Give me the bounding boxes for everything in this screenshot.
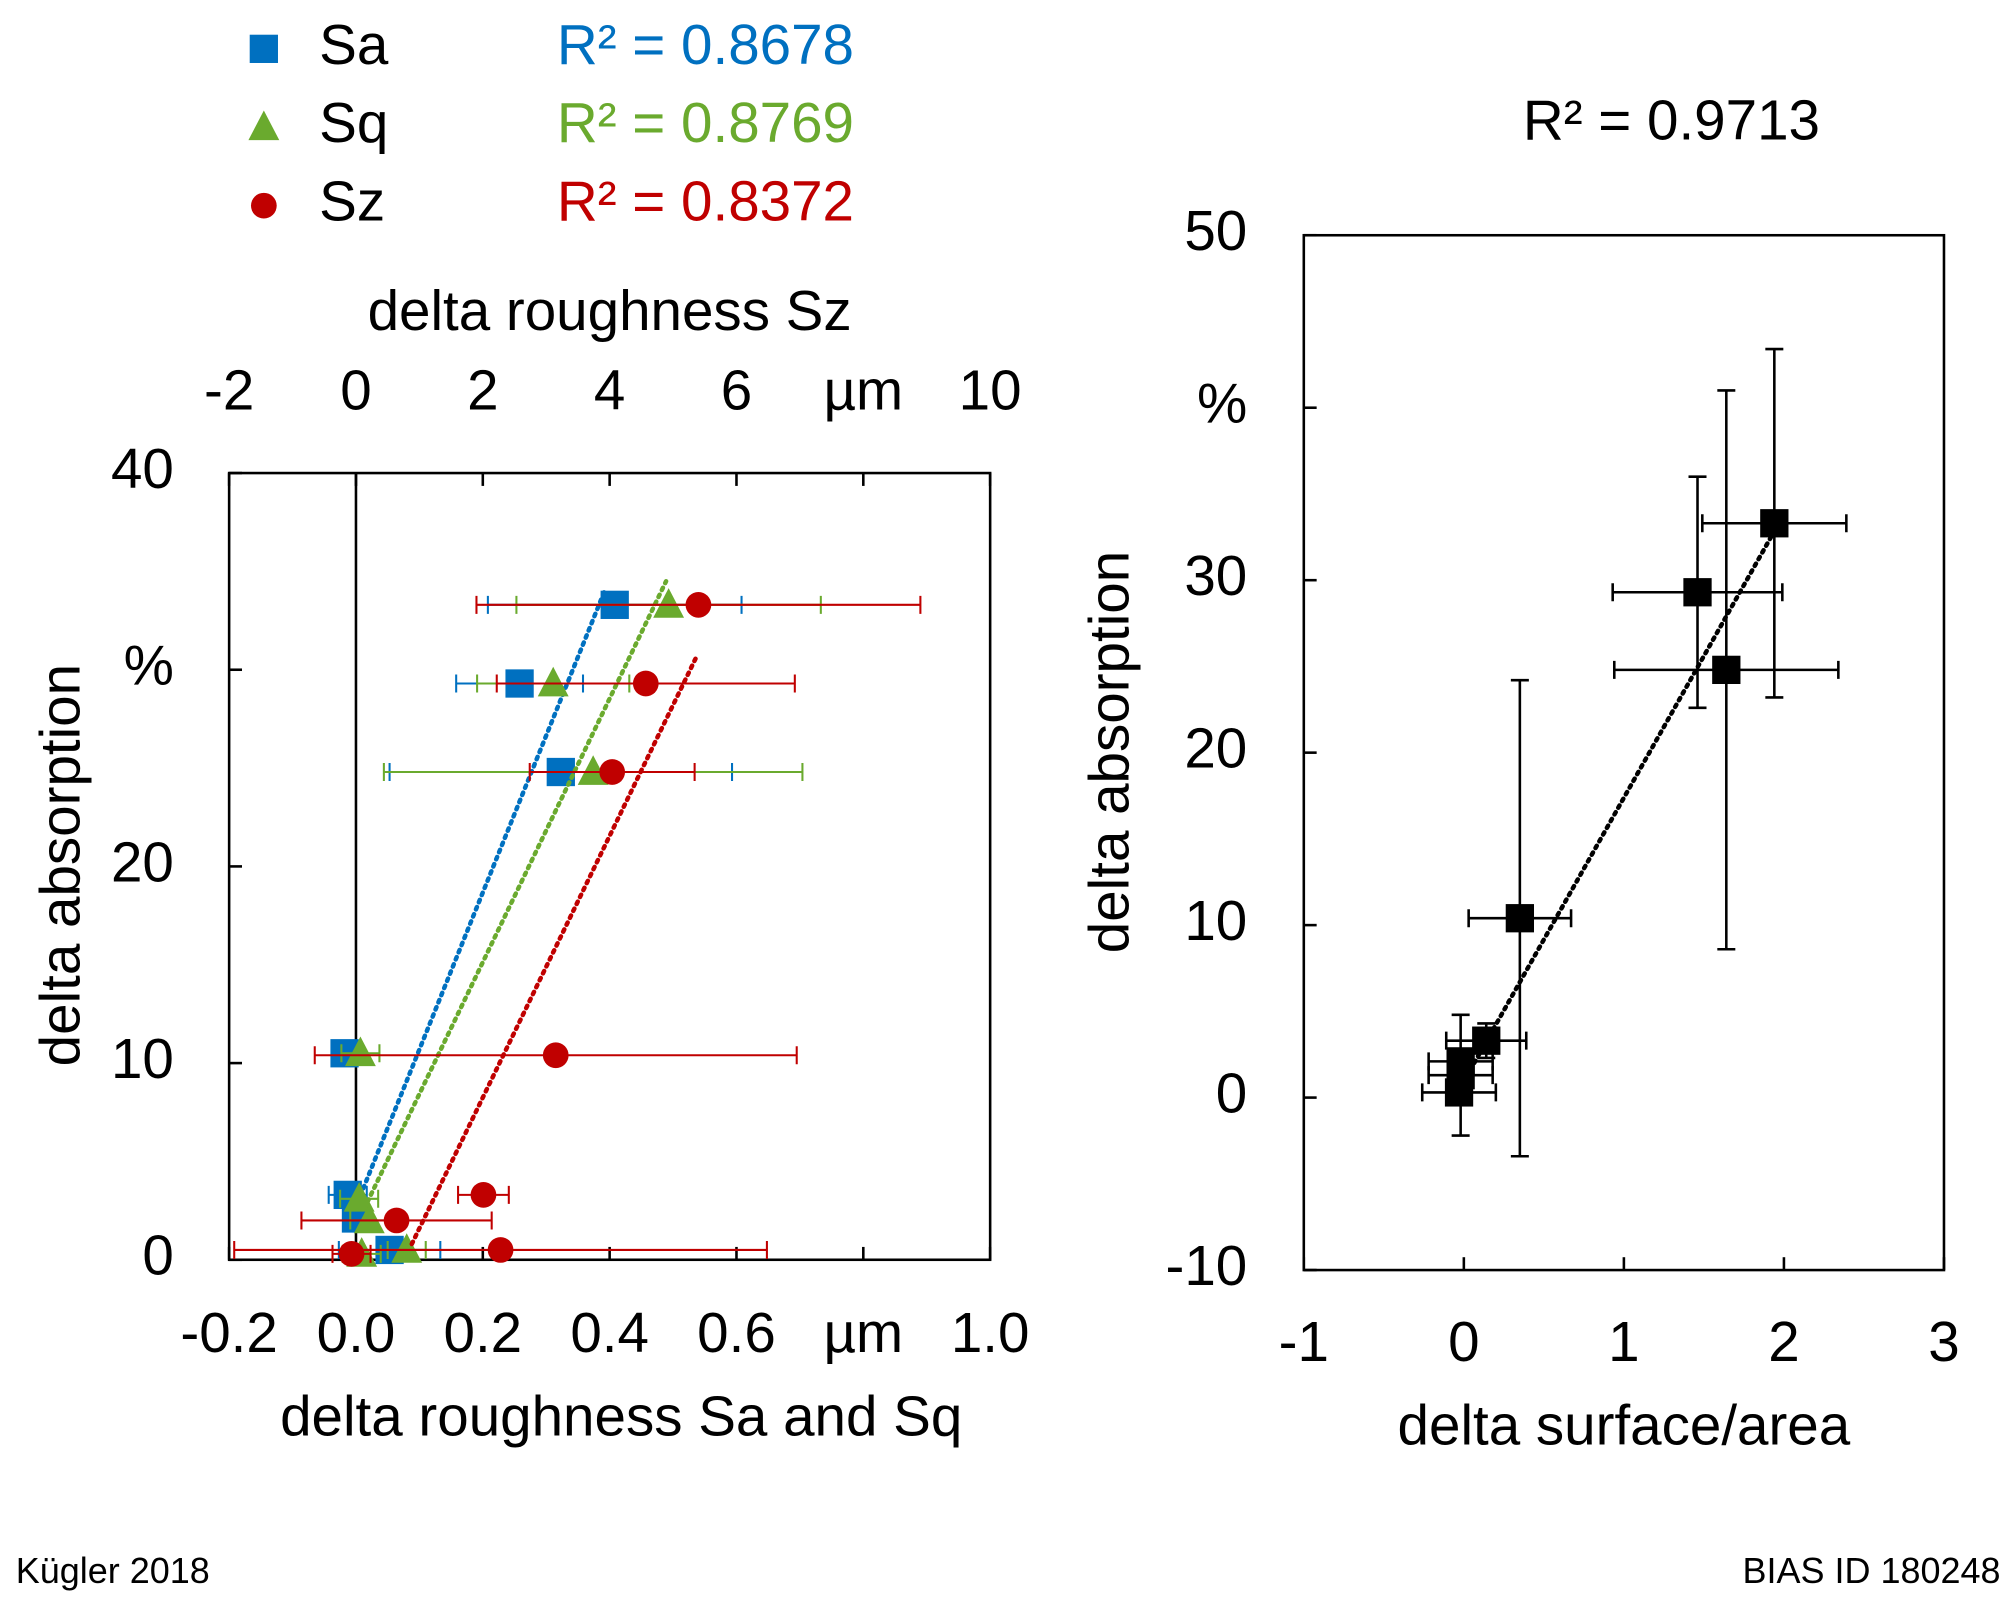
point [1444,1078,1474,1107]
legend-label: Sa [319,13,389,76]
x2-tick-label: 4 [594,359,625,422]
x2-tick-label: -2 [204,359,254,422]
footer-right: BIAS ID 180248 [1742,1550,2000,1591]
point [391,1233,423,1263]
x-tick-label: 0.4 [570,1301,649,1364]
y-tick-label: % [124,634,174,697]
point [353,1203,385,1234]
x-tick-label: 1.0 [951,1301,1030,1364]
x-axis-label: delta roughness Sa and Sq [280,1384,962,1447]
x-axis-label: delta surface/area [1398,1393,1851,1456]
trendline [409,655,699,1247]
x-tick-label: 0 [1448,1310,1479,1373]
trendline [358,588,607,1198]
legend-label: Sz [319,170,385,233]
legend-marker [249,34,278,63]
point [685,591,712,618]
x2-tick-label: 0 [340,359,371,422]
r2-annotation: R² = 0.8769 [557,91,854,154]
y-axis-label: delta absorption [1077,551,1140,953]
y-tick-label: 0 [142,1224,173,1287]
y-tick-label: 10 [111,1027,174,1090]
point [1712,655,1741,685]
y-tick-label: 20 [1184,717,1247,780]
point [537,666,569,697]
point [599,759,626,785]
x2-tick-label: 6 [721,359,752,422]
x-tick-label: 0.6 [697,1301,776,1364]
x-tick-label: 3 [1928,1310,1959,1373]
point [487,1237,514,1263]
x2-tick-label: 10 [959,359,1022,422]
y-tick-label: 0 [1216,1062,1247,1125]
y-tick-label: -10 [1166,1234,1248,1297]
x-tick-label: -0.2 [180,1301,277,1364]
y-tick-label: 20 [111,830,174,893]
x2-tick-label: 2 [467,359,498,422]
footer-left: Kügler 2018 [16,1550,210,1591]
point [383,1207,410,1234]
x-tick-label: -1 [1279,1310,1329,1373]
y-tick-label: % [1197,372,1247,435]
point [344,1036,376,1067]
point [1683,578,1712,607]
x2-tick-label: µm [823,359,903,422]
legend-marker [250,192,277,219]
point [632,670,659,697]
r2-annotation: R² = 0.8678 [557,13,854,76]
x-tick-label: 0.0 [317,1301,396,1364]
legend-marker [248,110,280,141]
point [470,1182,497,1208]
r2-annotation: R² = 0.8372 [557,170,854,233]
y-tick-label: 40 [111,437,174,500]
point [653,588,685,618]
y-tick-label: 30 [1184,544,1247,607]
x2-axis-label: delta roughness Sz [368,279,852,342]
y-tick-label: 10 [1184,889,1247,952]
legend-label: Sq [319,91,388,154]
point [1760,509,1789,538]
y-axis-label: delta absorption [29,664,92,1066]
point [542,1042,569,1069]
trendline [361,578,669,1211]
x-tick-label: 0.2 [444,1301,523,1364]
x-tick-label: 2 [1768,1310,1799,1373]
plot-frame [1302,233,1946,1272]
point [1505,904,1535,933]
y-tick-label: 50 [1184,199,1247,262]
x-tick-label: 1 [1608,1310,1639,1373]
point [343,1182,375,1212]
point [338,1241,365,1267]
point [1472,1026,1501,1055]
chart-title: R² = 0.9713 [1523,89,1820,152]
x-tick-label: µm [823,1301,903,1364]
trendline [1456,517,1783,1093]
